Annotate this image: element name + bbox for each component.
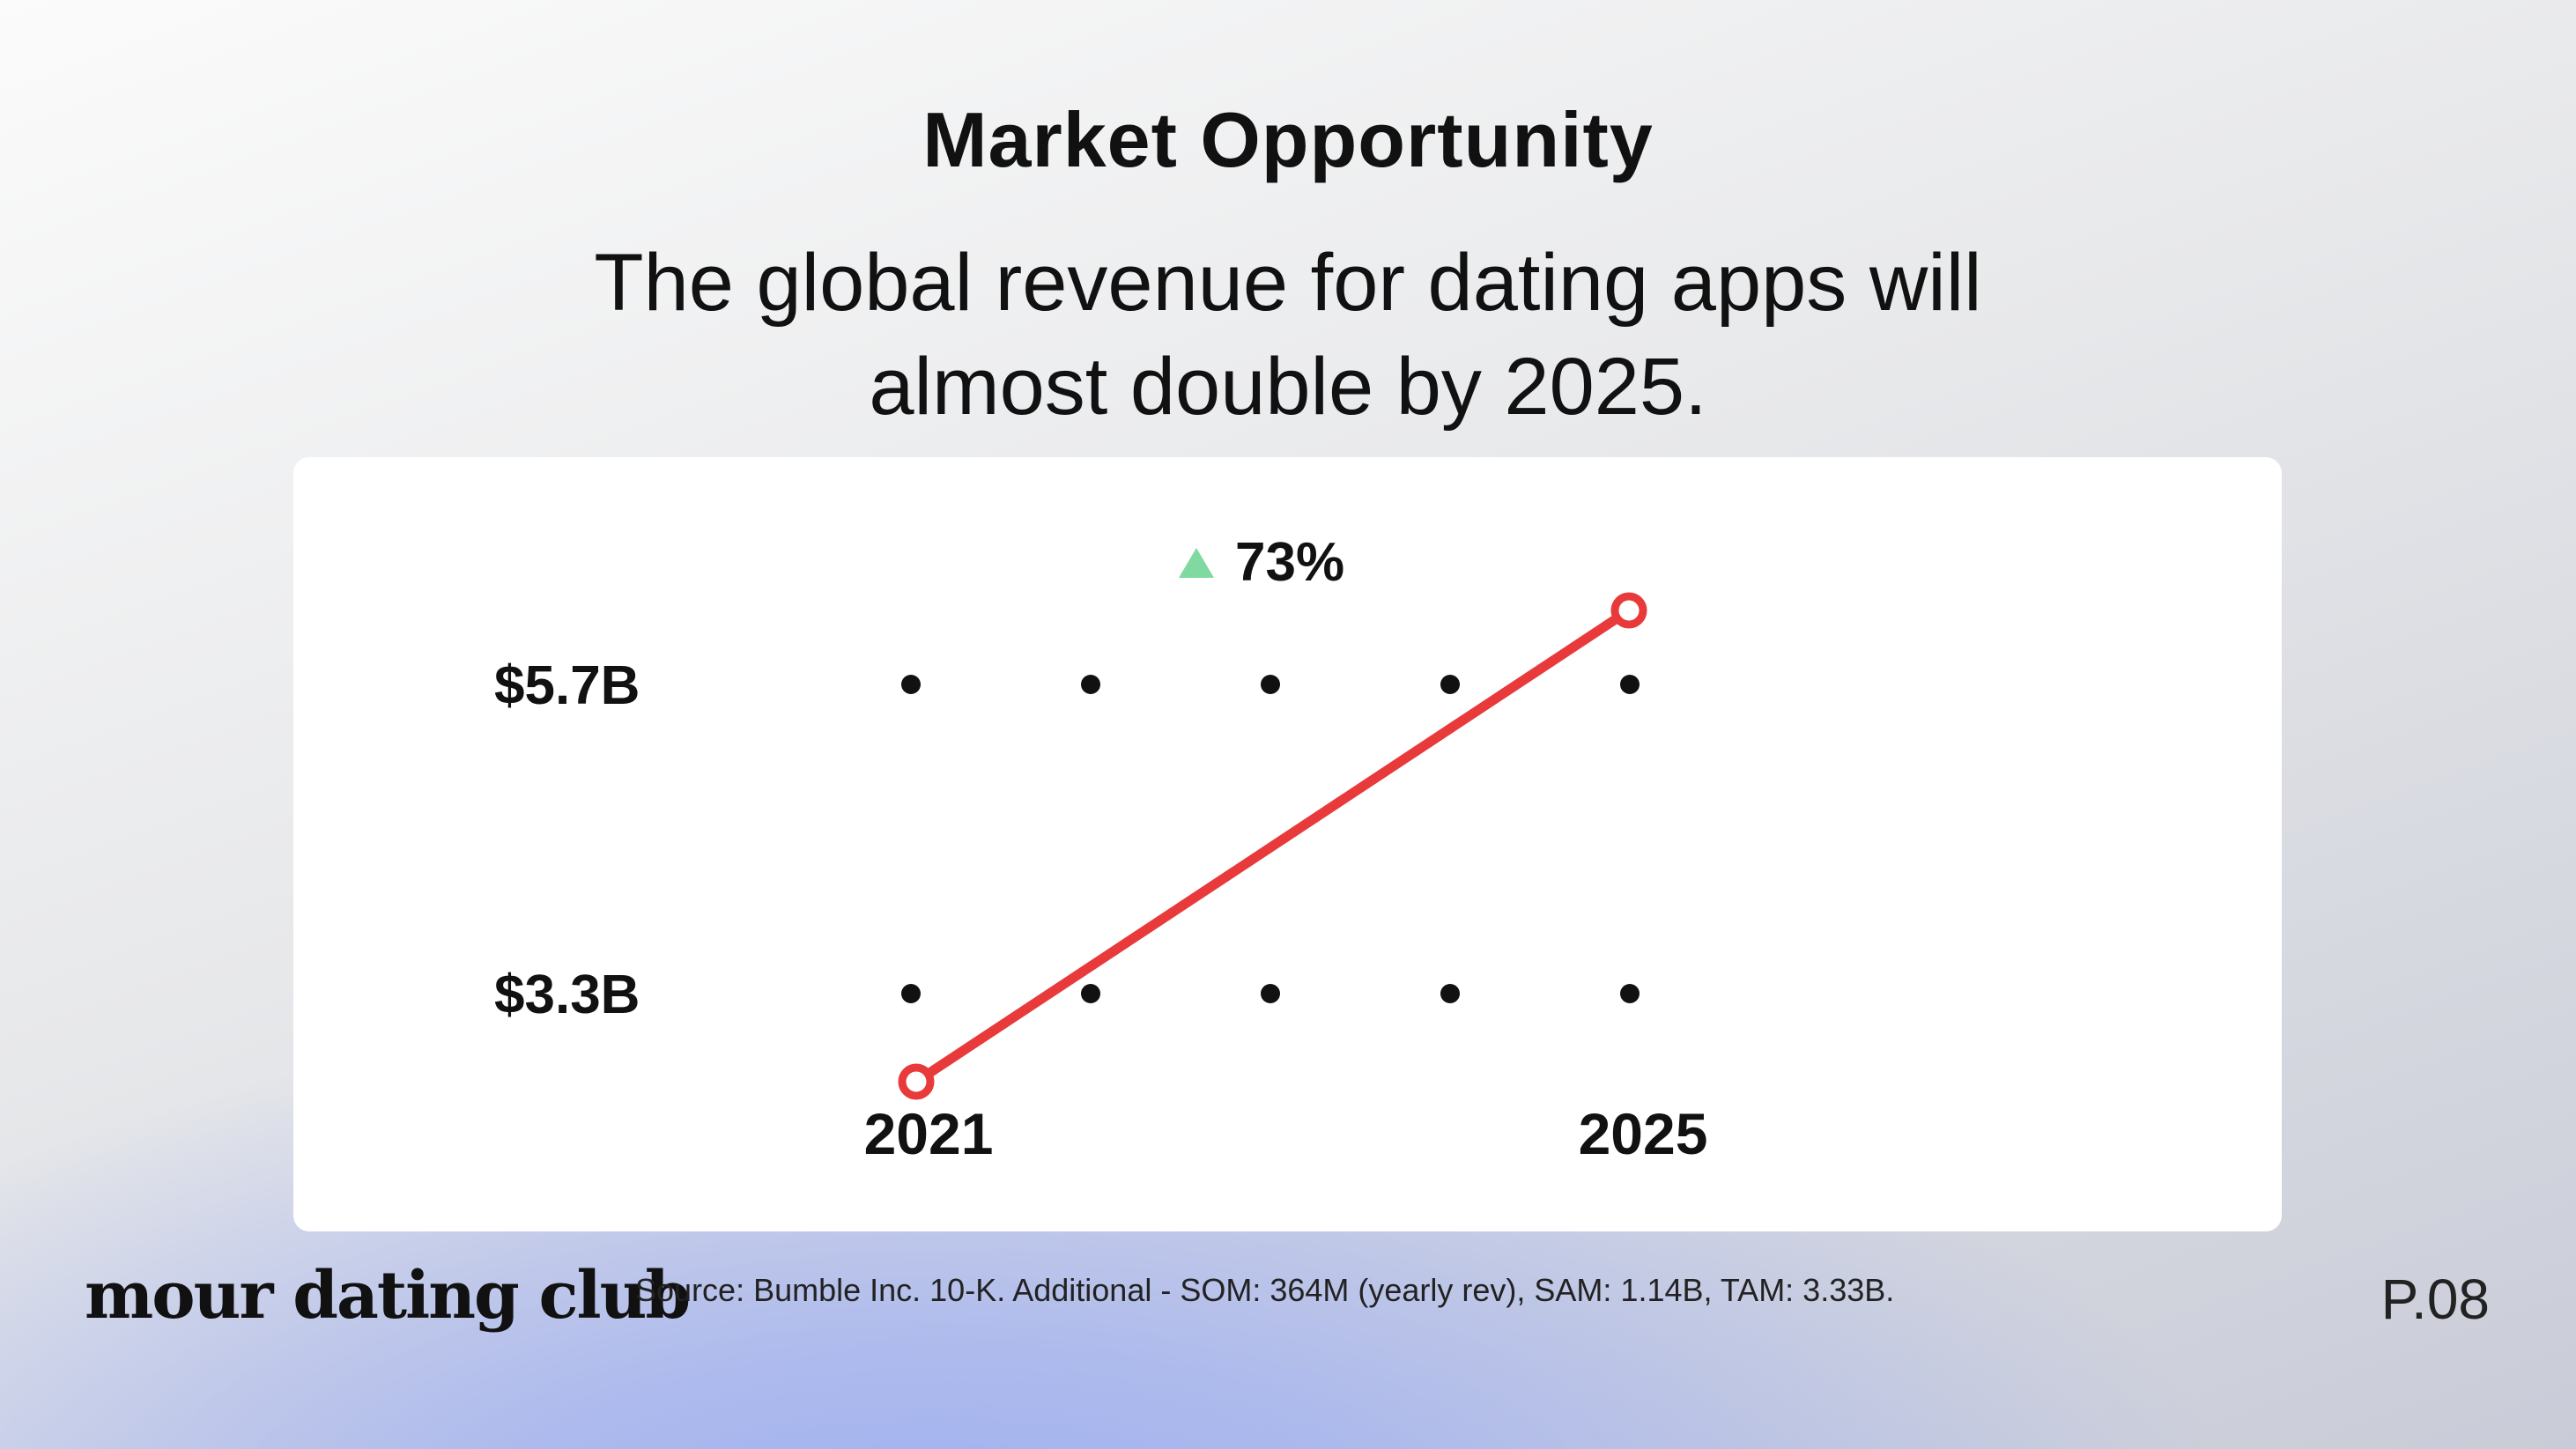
line-chart: $5.7B $3.3B 2021 2025 73% (494, 532, 1708, 1166)
grid-dot (901, 984, 921, 1003)
change-label: 73% (1235, 532, 1344, 593)
data-point (898, 1063, 935, 1100)
x-tick-label: 2025 (1579, 1101, 1708, 1166)
chart-card: $5.7B $3.3B 2021 2025 73% (293, 457, 2282, 1231)
source-note: Source: Bumble Inc. 10-K. Additional - S… (635, 1272, 1895, 1308)
brand-logo: mour dating club (85, 1258, 691, 1334)
x-tick-label: 2021 (864, 1101, 994, 1166)
slide-title: Market Opportunity (922, 96, 1654, 183)
grid-dot (1261, 675, 1280, 694)
triangle-up-icon (1179, 548, 1214, 578)
y-tick-label: $3.3B (494, 965, 640, 1025)
slide-subtitle: The global revenue for dating apps will … (594, 238, 1982, 432)
series-line (911, 605, 1634, 1087)
grid-dot (1440, 984, 1460, 1003)
y-tick-label: $5.7B (494, 655, 640, 716)
grid-dot (1081, 675, 1100, 694)
grid-dot (901, 675, 921, 694)
grid-dot (1081, 984, 1100, 1003)
data-point (1610, 592, 1647, 629)
page-number: P.08 (2380, 1268, 2490, 1331)
grid-dot (1440, 675, 1460, 694)
grid-dot (1620, 984, 1640, 1003)
grid-dot (1261, 984, 1280, 1003)
grid-dot (1620, 675, 1640, 694)
